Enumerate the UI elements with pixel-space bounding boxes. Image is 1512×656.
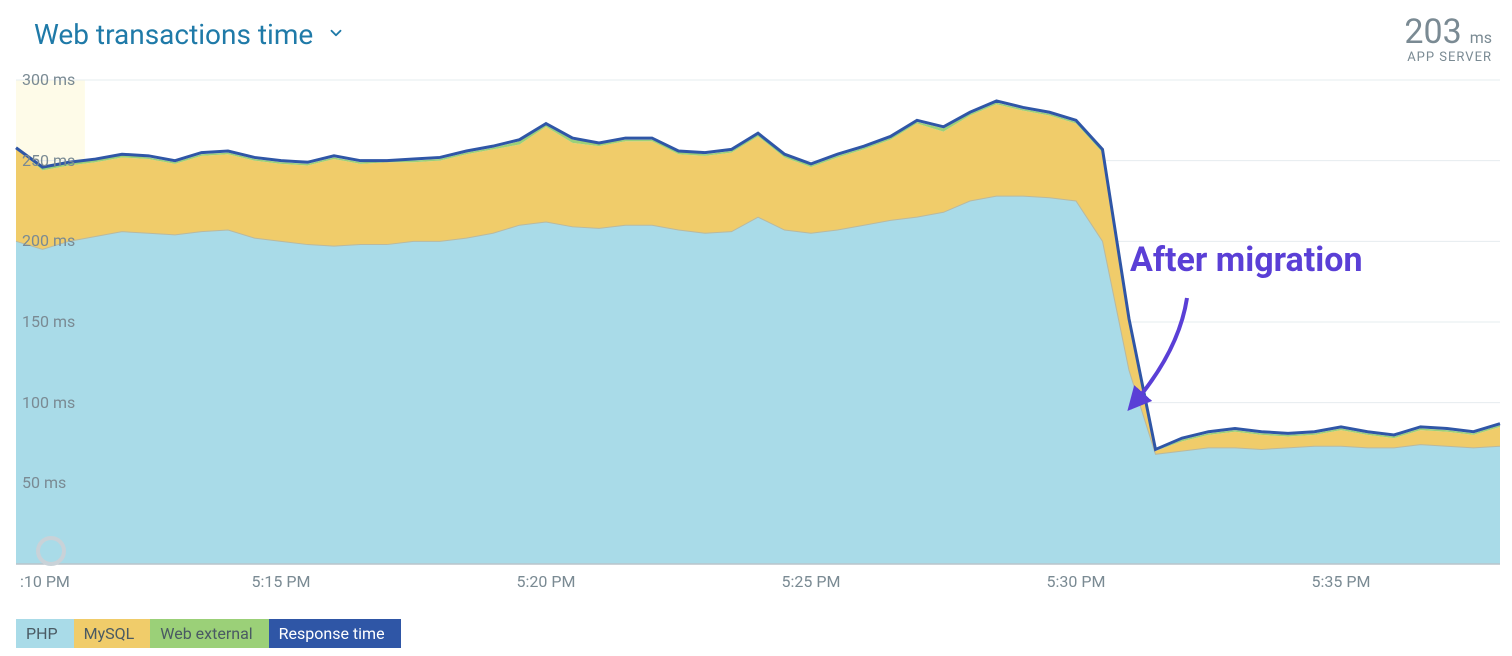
legend-label: Web external: [160, 624, 252, 643]
area-chart[interactable]: [0, 0, 1512, 656]
x-tick-label: 5:15 PM: [252, 572, 311, 591]
spinner-icon: [36, 536, 66, 566]
x-tick-label: 5:20 PM: [517, 572, 576, 591]
y-tick-label: 300 ms: [22, 70, 75, 89]
x-tick-label: 5:35 PM: [1312, 572, 1371, 591]
legend-item[interactable]: Response time: [269, 619, 401, 648]
annotation-after-migration: After migration: [1130, 240, 1363, 280]
y-tick-label: 100 ms: [22, 393, 75, 412]
legend-label: MySQL: [84, 624, 135, 643]
legend-item[interactable]: MySQL: [74, 619, 151, 648]
y-tick-label: 150 ms: [22, 312, 75, 331]
y-tick-label: 250 ms: [22, 151, 75, 170]
x-tick-label: 5:30 PM: [1047, 572, 1106, 591]
chart-panel: Web transactions time 203 ms APP SERVER …: [0, 0, 1512, 656]
x-tick-label: :10 PM: [20, 572, 70, 591]
chart-legend: PHP MySQL Web external Response time: [16, 619, 401, 648]
x-tick-label: 5:25 PM: [782, 572, 841, 591]
legend-label: Response time: [279, 624, 385, 643]
legend-label: PHP: [26, 624, 58, 643]
y-tick-label: 200 ms: [22, 231, 75, 250]
legend-item[interactable]: PHP: [16, 619, 74, 648]
y-tick-label: 50 ms: [22, 473, 66, 492]
legend-item[interactable]: Web external: [150, 619, 268, 648]
